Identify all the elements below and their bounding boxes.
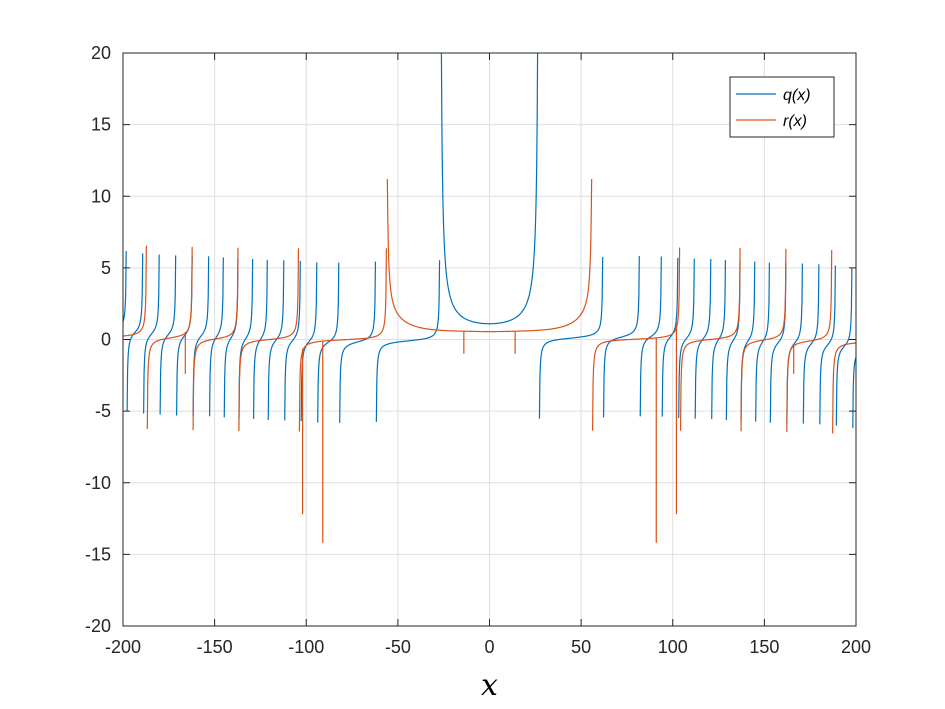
- legend-box: [729, 76, 835, 138]
- y-tick-label: -20: [85, 616, 111, 636]
- y-tick-label: 0: [101, 330, 111, 350]
- x-tick-label: 50: [571, 637, 591, 657]
- y-tick-label: 20: [91, 43, 111, 63]
- y-tick-label: -15: [85, 544, 111, 564]
- x-tick-label: -150: [197, 637, 233, 657]
- x-tick-label: 150: [749, 637, 779, 657]
- y-tick-label: 15: [91, 115, 111, 135]
- x-tick-label: 100: [658, 637, 688, 657]
- legend-label: q(x): [783, 87, 811, 104]
- axis-ticks: -200 -150 -100 -50 0 50 100 150 200-20-15-10-505…: [85, 43, 871, 657]
- x-tick-label: -100: [288, 637, 324, 657]
- legend: q(x) r(x): [729, 76, 835, 138]
- x-tick-label: 0: [484, 637, 494, 657]
- y-tick-label: -5: [95, 401, 111, 421]
- legend-label: r(x): [783, 113, 807, 130]
- x-axis-label: x: [481, 668, 498, 703]
- x-tick-label: -50: [385, 637, 411, 657]
- y-tick-label: 10: [91, 186, 111, 206]
- series-q-line: [123, 53, 856, 429]
- x-tick-label: 200: [841, 637, 871, 657]
- y-tick-label: -10: [85, 473, 111, 493]
- x-tick-label: -200: [105, 637, 141, 657]
- series-r-line: [123, 179, 856, 434]
- series-layer: [123, 53, 856, 543]
- y-tick-label: 5: [101, 258, 111, 278]
